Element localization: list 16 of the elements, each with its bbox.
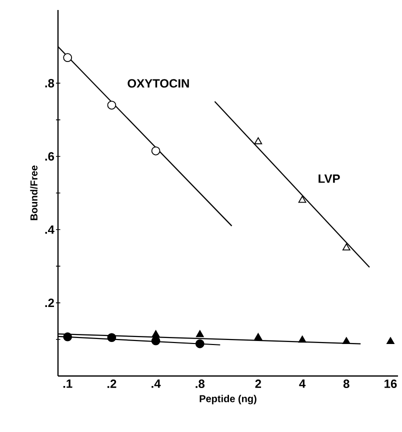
y-tick-label: .2 [45, 298, 54, 307]
y-axis-title: Bound/Free [30, 166, 38, 220]
x-tick-label: 16 [384, 380, 397, 388]
y-tick-label: .6 [45, 152, 54, 161]
series-label: LVP [318, 174, 340, 183]
x-tick-label: .8 [196, 380, 205, 388]
x-tick-label: 2 [255, 380, 262, 388]
x-tick-label: 8 [343, 380, 350, 388]
series-label: OXYTOCIN [128, 79, 189, 88]
x-tick-label: 4 [299, 380, 306, 388]
x-tick-label: .1 [63, 380, 72, 388]
y-tick-label: .4 [45, 225, 54, 234]
x-axis-title: Peptide (ng) [200, 394, 256, 404]
x-tick-label: .4 [152, 380, 161, 388]
x-tick-label: .2 [108, 380, 116, 388]
y-tick-label: .8 [45, 78, 54, 88]
